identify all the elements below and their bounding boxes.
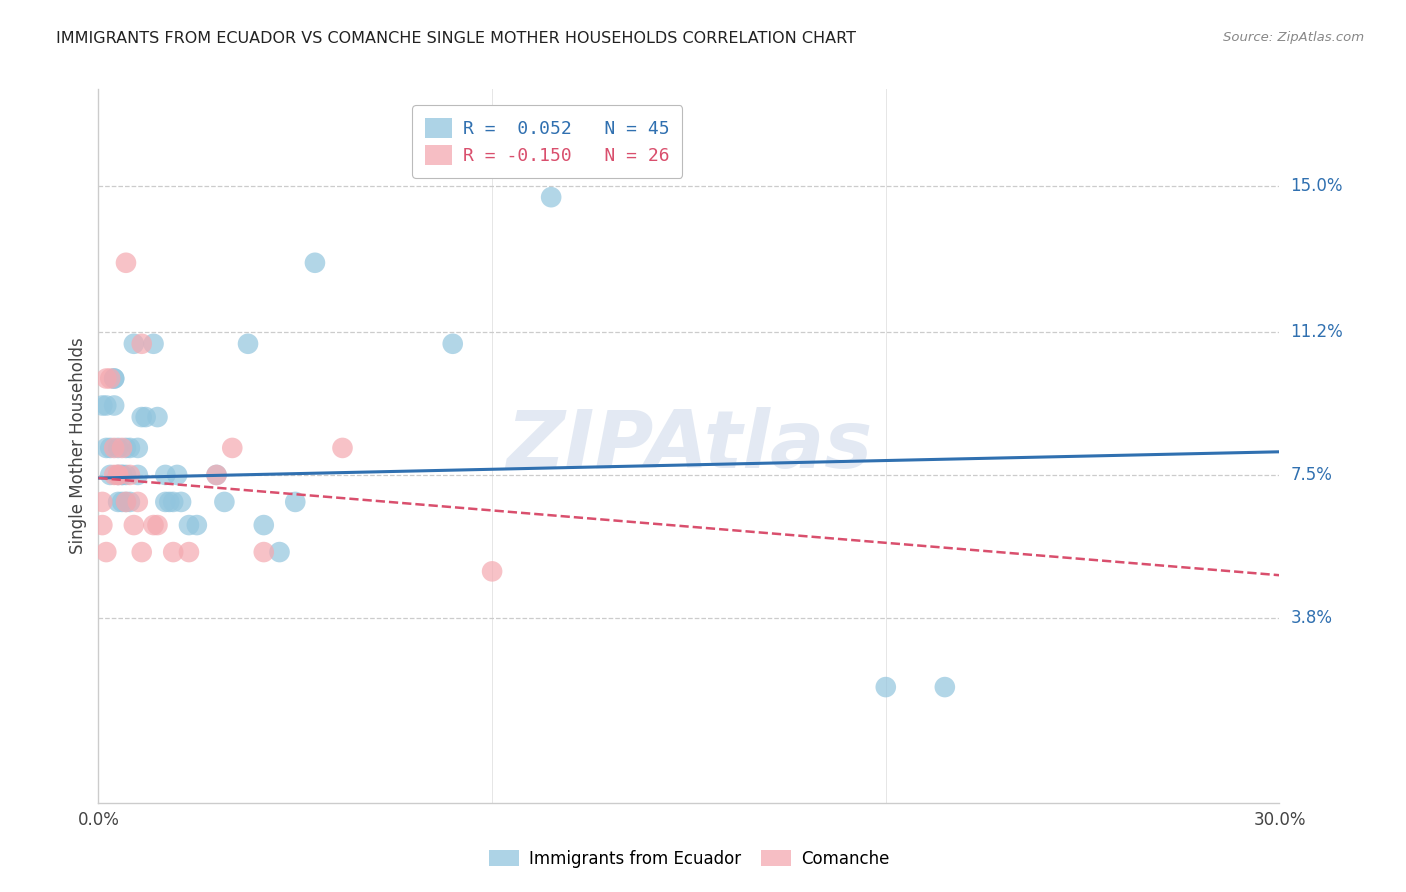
Point: [96, 399, 118, 413]
Point: [155, 467, 177, 482]
Point: [107, 467, 129, 482]
Point: [115, 495, 138, 509]
Point: [111, 467, 134, 482]
Point: [111, 467, 134, 482]
Point: [118, 441, 141, 455]
Point: [205, 467, 228, 482]
Point: [107, 467, 129, 482]
Point: [91, 495, 114, 509]
Text: ZIPAtlas: ZIPAtlas: [506, 407, 872, 485]
Point: [170, 495, 193, 509]
Point: [91, 518, 114, 533]
Point: [155, 495, 177, 509]
Point: [127, 495, 149, 509]
Point: [221, 441, 243, 455]
Legend: R =  0.052   N = 45, R = -0.150   N = 26: R = 0.052 N = 45, R = -0.150 N = 26: [412, 105, 682, 178]
Point: [131, 336, 153, 351]
Point: [111, 441, 134, 455]
Point: [253, 518, 276, 533]
Point: [304, 256, 326, 270]
Point: [103, 371, 125, 385]
Text: Source: ZipAtlas.com: Source: ZipAtlas.com: [1223, 31, 1364, 45]
Point: [122, 336, 145, 351]
Text: 3.8%: 3.8%: [1291, 608, 1333, 627]
Point: [131, 545, 153, 559]
Text: 11.2%: 11.2%: [1291, 323, 1343, 342]
Legend: Immigrants from Ecuador, Comanche: Immigrants from Ecuador, Comanche: [482, 844, 896, 875]
Point: [107, 495, 129, 509]
Point: [107, 467, 129, 482]
Point: [115, 441, 138, 455]
Point: [162, 545, 184, 559]
Point: [214, 495, 236, 509]
Point: [98, 467, 121, 482]
Point: [96, 371, 118, 385]
Point: [115, 256, 138, 270]
Point: [118, 495, 141, 509]
Point: [186, 518, 208, 533]
Point: [91, 399, 114, 413]
Text: IMMIGRANTS FROM ECUADOR VS COMANCHE SINGLE MOTHER HOUSEHOLDS CORRELATION CHART: IMMIGRANTS FROM ECUADOR VS COMANCHE SING…: [56, 31, 856, 46]
Point: [142, 518, 165, 533]
Point: [131, 410, 153, 425]
Point: [115, 495, 138, 509]
Point: [118, 467, 141, 482]
Point: [332, 441, 354, 455]
Point: [103, 441, 125, 455]
Point: [441, 336, 464, 351]
Point: [107, 441, 129, 455]
Point: [875, 680, 897, 694]
Point: [127, 467, 149, 482]
Point: [177, 545, 200, 559]
Point: [284, 495, 307, 509]
Point: [253, 545, 276, 559]
Point: [96, 441, 118, 455]
Point: [103, 399, 125, 413]
Point: [103, 467, 125, 482]
Y-axis label: Single Mother Households: Single Mother Households: [69, 338, 87, 554]
Point: [96, 545, 118, 559]
Point: [115, 467, 138, 482]
Point: [146, 410, 169, 425]
Point: [146, 518, 169, 533]
Point: [98, 441, 121, 455]
Point: [98, 371, 121, 385]
Point: [122, 518, 145, 533]
Point: [205, 467, 228, 482]
Point: [157, 495, 180, 509]
Point: [166, 467, 188, 482]
Point: [934, 680, 956, 694]
Text: 15.0%: 15.0%: [1291, 177, 1343, 194]
Point: [103, 371, 125, 385]
Point: [481, 565, 503, 579]
Text: 7.5%: 7.5%: [1291, 466, 1333, 484]
Point: [127, 441, 149, 455]
Point: [269, 545, 291, 559]
Point: [135, 410, 157, 425]
Point: [177, 518, 200, 533]
Point: [236, 336, 259, 351]
Point: [111, 495, 134, 509]
Point: [540, 190, 562, 204]
Point: [142, 336, 165, 351]
Point: [162, 495, 184, 509]
